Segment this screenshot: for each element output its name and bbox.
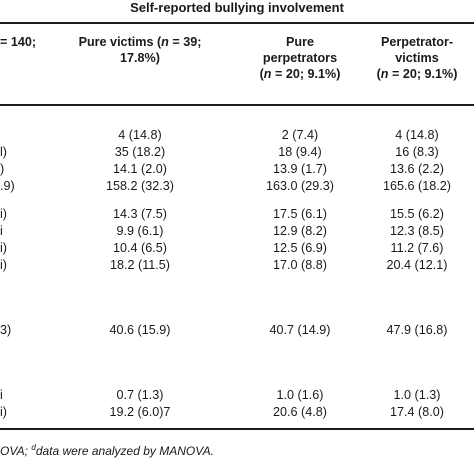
table-bottom-rule bbox=[0, 428, 474, 430]
row-label-cut: l) bbox=[0, 145, 7, 159]
table-cell: 40.7 (14.9) bbox=[269, 323, 331, 337]
table-cell: 4 (14.8) bbox=[395, 128, 439, 142]
table-cell: 12.3 (8.5) bbox=[390, 224, 444, 238]
table-cell: 14.3 (7.5) bbox=[113, 207, 167, 221]
header-rule bbox=[0, 22, 474, 24]
table-cell: 0.7 (1.3) bbox=[116, 388, 164, 402]
table-cell: 19.2 (6.0)7 bbox=[109, 405, 171, 419]
footnote-part: data were analyzed by MANOVA. bbox=[35, 444, 214, 458]
table-cell: 35 (18.2) bbox=[114, 145, 166, 159]
row-label-cut: i) bbox=[0, 258, 7, 272]
table-cell: 1.0 (1.6) bbox=[276, 388, 324, 402]
column-header-line: perpetrators bbox=[262, 51, 338, 65]
table-cell: 20.4 (12.1) bbox=[386, 258, 448, 272]
table-cell: 12.9 (8.2) bbox=[273, 224, 327, 238]
table-cell: 10.4 (6.5) bbox=[113, 241, 167, 255]
table-cell: 165.6 (18.2) bbox=[383, 179, 451, 193]
table-cell: 15.5 (6.2) bbox=[390, 207, 444, 221]
group-header: Self-reported bullying involvement bbox=[130, 0, 344, 15]
footnote-part: OVA; bbox=[0, 444, 32, 458]
column-header-line: (n = 20; 9.1%) bbox=[376, 67, 458, 81]
table-cell: 158.2 (32.3) bbox=[106, 179, 174, 193]
table-cell: 13.6 (2.2) bbox=[390, 162, 444, 176]
column-header-line: Perpetrator- bbox=[380, 35, 454, 49]
table-cell: 4 (14.8) bbox=[118, 128, 162, 142]
column-header-pure-victims: Pure victims (n = 39; 17.8%) bbox=[70, 34, 210, 66]
table-cell: 18.2 (11.5) bbox=[110, 258, 170, 272]
table-cell: 17.4 (8.0) bbox=[390, 405, 444, 419]
column-header-line: Pure victims (n = 39; bbox=[78, 35, 202, 49]
column-header-perpetrator-victims: Perpetrator- victims (n = 20; 9.1%) bbox=[360, 34, 474, 82]
table-cell: 20.6 (4.8) bbox=[273, 405, 327, 419]
table-cell: 9.9 (6.1) bbox=[116, 224, 164, 238]
row-label-cut: i) bbox=[0, 405, 7, 419]
row-label-cut: 3) bbox=[0, 323, 12, 337]
table-cell: 1.0 (1.3) bbox=[393, 388, 441, 402]
row-label-cut: i) bbox=[0, 241, 7, 255]
column-header-line: 17.8%) bbox=[120, 51, 160, 65]
table-footnote: OVA; ddata were analyzed by MANOVA. bbox=[0, 440, 214, 459]
table-cell: 2 (7.4) bbox=[281, 128, 319, 142]
table-cell: 14.1 (2.0) bbox=[113, 162, 167, 176]
table-cell: 18 (9.4) bbox=[278, 145, 322, 159]
footnote-superscript: d bbox=[31, 443, 36, 452]
row-label-cut: i bbox=[0, 388, 3, 402]
table-cell: 40.6 (15.9) bbox=[109, 323, 171, 337]
table-cell: 47.9 (16.8) bbox=[386, 323, 448, 337]
table-cell: 163.0 (29.3) bbox=[266, 179, 334, 193]
table-cell: 11.2 (7.6) bbox=[390, 241, 444, 255]
row-label-cut: ) bbox=[0, 162, 5, 176]
column-header-line: Pure bbox=[286, 35, 314, 49]
table-cell: 16 (8.3) bbox=[395, 145, 439, 159]
table-cell: 12.5 (6.9) bbox=[273, 241, 327, 255]
table-cell: 17.0 (8.8) bbox=[273, 258, 327, 272]
column-header-pure-perpetrators: Pure perpetrators (n = 20; 9.1%) bbox=[240, 34, 360, 82]
row-label-cut: i bbox=[0, 224, 3, 238]
column-header-line: victims bbox=[395, 51, 439, 65]
table-cell: 13.9 (1.7) bbox=[273, 162, 327, 176]
column-header-rule bbox=[0, 104, 474, 106]
column-header-line: (n = 20; 9.1%) bbox=[259, 67, 341, 81]
row-label-cut: i) bbox=[0, 207, 7, 221]
table-cell: 17.5 (6.1) bbox=[273, 207, 327, 221]
column-header-total: = 140; bbox=[0, 35, 37, 49]
row-label-cut: .9) bbox=[0, 179, 15, 193]
